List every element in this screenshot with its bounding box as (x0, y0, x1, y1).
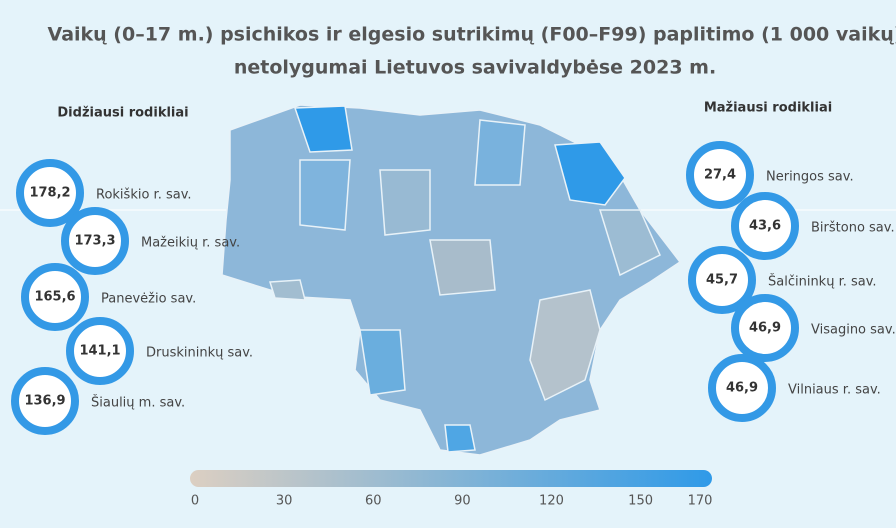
municipality: Birštono sav. (811, 221, 895, 236)
value: 46,9 (749, 321, 781, 336)
value: 173,3 (74, 234, 115, 249)
value-ring (688, 246, 756, 314)
value: 27,4 (704, 168, 736, 183)
municipality: Panevėžio sav. (101, 292, 196, 307)
value: 178,2 (29, 186, 70, 201)
value-ring (11, 367, 79, 435)
value: 45,7 (706, 273, 738, 288)
map (221, 104, 682, 456)
value-ring (16, 159, 84, 227)
scale-tick: 90 (454, 494, 471, 509)
title-line: netolygumai Lietuvos savivaldybėse 2023 … (234, 57, 716, 79)
municipality: Šalčininkų r. sav. (768, 274, 877, 290)
value-ring (66, 317, 134, 385)
value-ring (731, 192, 799, 260)
value-ring (686, 141, 754, 209)
color-scale (190, 470, 712, 487)
municipality: Mažeikių r. sav. (141, 236, 240, 251)
title-line: Vaikų (0–17 m.) psichikos ir elgesio sut… (48, 24, 896, 46)
scale-tick: 30 (276, 494, 293, 509)
municipality: Neringos sav. (766, 170, 854, 185)
value: 43,6 (749, 219, 781, 234)
value: 165,6 (34, 290, 75, 305)
value: 46,9 (726, 381, 758, 396)
value: 136,9 (24, 394, 65, 409)
municipality: Rokiškio r. sav. (96, 188, 192, 203)
municipality: Visagino sav. (811, 323, 896, 338)
scale-tick: 120 (539, 494, 564, 509)
value-ring (61, 207, 129, 275)
scale-tick: 0 (191, 494, 199, 509)
value-ring (708, 354, 776, 422)
municipality: Šiaulių m. sav. (91, 395, 185, 411)
right-heading: Mažiausi rodikliai (704, 101, 832, 116)
scale-tick: 60 (365, 494, 382, 509)
value-ring (731, 294, 799, 362)
value: 141,1 (79, 344, 120, 359)
municipality: Druskininkų sav. (146, 346, 253, 361)
scale-tick: 170 (688, 494, 713, 509)
scale-tick: 150 (628, 494, 653, 509)
value-ring (21, 263, 89, 331)
municipality: Vilniaus r. sav. (788, 383, 881, 398)
left-heading: Didžiausi rodikliai (57, 106, 188, 121)
